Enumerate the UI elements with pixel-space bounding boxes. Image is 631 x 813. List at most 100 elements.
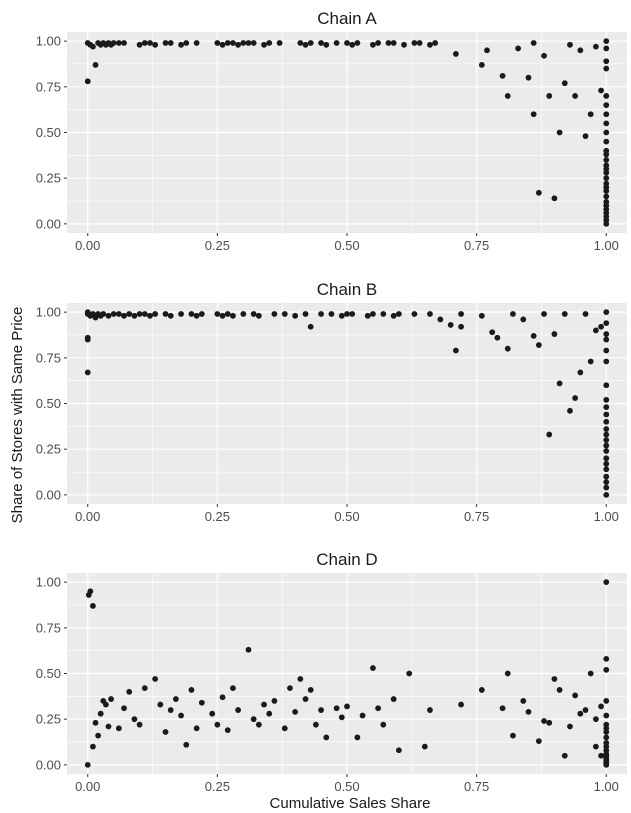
- data-point: [100, 311, 107, 317]
- data-point: [603, 58, 610, 65]
- data-point: [84, 369, 91, 376]
- data-point: [603, 111, 610, 118]
- data-point: [318, 707, 324, 713]
- data-point: [603, 491, 610, 498]
- x-tick-label: 0.25: [205, 779, 230, 794]
- data-point: [561, 80, 568, 87]
- data-point: [90, 743, 96, 750]
- y-tick-label: 0.25: [36, 442, 61, 457]
- data-point: [567, 723, 573, 730]
- data-point: [603, 473, 610, 480]
- data-point: [152, 676, 159, 682]
- data-point: [354, 40, 361, 46]
- data-point: [478, 312, 485, 319]
- data-point: [587, 670, 594, 677]
- data-point: [188, 311, 195, 317]
- data-point: [603, 426, 610, 432]
- data-point: [245, 40, 252, 46]
- data-point: [364, 312, 371, 319]
- data-point: [556, 129, 563, 136]
- data-point: [452, 347, 459, 354]
- data-point: [333, 40, 340, 46]
- data-point: [307, 687, 314, 693]
- data-point: [359, 712, 366, 719]
- data-point: [307, 323, 314, 330]
- data-point: [167, 40, 174, 46]
- x-tick-label: 1.00: [594, 779, 619, 794]
- data-point: [178, 712, 184, 719]
- x-tick-label: 0.00: [75, 779, 100, 794]
- data-point: [102, 701, 109, 708]
- data-point: [302, 41, 309, 48]
- data-point: [603, 129, 610, 136]
- data-point: [603, 404, 610, 411]
- data-point: [421, 743, 428, 750]
- y-tick-label: 0.75: [36, 620, 61, 635]
- y-tick-label: 0.50: [36, 666, 61, 681]
- data-point: [219, 694, 226, 701]
- data-point: [250, 311, 257, 317]
- data-point: [349, 41, 356, 48]
- y-tick-label: 0.00: [36, 757, 61, 772]
- y-tick-label: 1.00: [36, 575, 61, 590]
- data-point: [603, 460, 610, 467]
- data-point: [572, 395, 579, 401]
- data-point: [603, 151, 610, 158]
- y-tick-label: 0.75: [36, 350, 61, 365]
- data-point: [603, 437, 610, 443]
- data-point: [214, 311, 221, 317]
- data-point: [209, 710, 216, 717]
- data-point: [603, 418, 610, 425]
- data-point: [598, 752, 604, 759]
- data-point: [188, 687, 195, 693]
- data-point: [582, 311, 589, 317]
- data-point: [603, 65, 610, 72]
- data-point: [411, 311, 418, 317]
- data-point: [395, 311, 402, 317]
- data-point: [276, 40, 283, 46]
- data-point: [416, 40, 423, 46]
- data-point: [110, 40, 117, 46]
- data-point: [87, 588, 94, 595]
- data-point: [344, 40, 350, 46]
- data-point: [121, 312, 127, 319]
- data-point: [603, 655, 610, 662]
- data-point: [603, 336, 610, 343]
- data-point: [344, 703, 350, 710]
- data-point: [147, 40, 153, 46]
- data-point: [370, 41, 376, 48]
- data-point: [92, 719, 99, 726]
- data-point: [230, 312, 236, 319]
- x-tick-label: 1.00: [594, 238, 619, 253]
- data-point: [603, 38, 610, 45]
- data-point: [390, 312, 397, 319]
- data-point: [603, 347, 610, 354]
- data-point: [603, 455, 610, 462]
- data-point: [172, 696, 179, 702]
- data-point: [603, 169, 610, 176]
- data-point: [385, 40, 392, 46]
- data-point: [240, 40, 247, 46]
- data-point: [510, 732, 516, 739]
- data-point: [380, 721, 387, 728]
- data-point: [427, 707, 433, 713]
- data-point: [219, 312, 226, 319]
- data-point: [95, 732, 102, 739]
- data-point: [603, 725, 610, 732]
- panel-1: 0.00 0.25 0.50 0.75 1.00 0.00 0.25 0.50 0.75 1.00…: [36, 9, 627, 253]
- data-point: [121, 705, 127, 712]
- data-point: [411, 40, 418, 46]
- data-point: [427, 311, 433, 317]
- data-point: [546, 93, 553, 99]
- data-point: [603, 431, 610, 438]
- data-point: [603, 579, 610, 586]
- data-point: [152, 311, 159, 317]
- scatter-points: [84, 309, 610, 498]
- data-point: [92, 61, 99, 68]
- data-point: [302, 311, 309, 317]
- data-point: [603, 479, 610, 485]
- data-point: [598, 323, 604, 330]
- data-point: [406, 670, 413, 677]
- data-point: [162, 311, 169, 317]
